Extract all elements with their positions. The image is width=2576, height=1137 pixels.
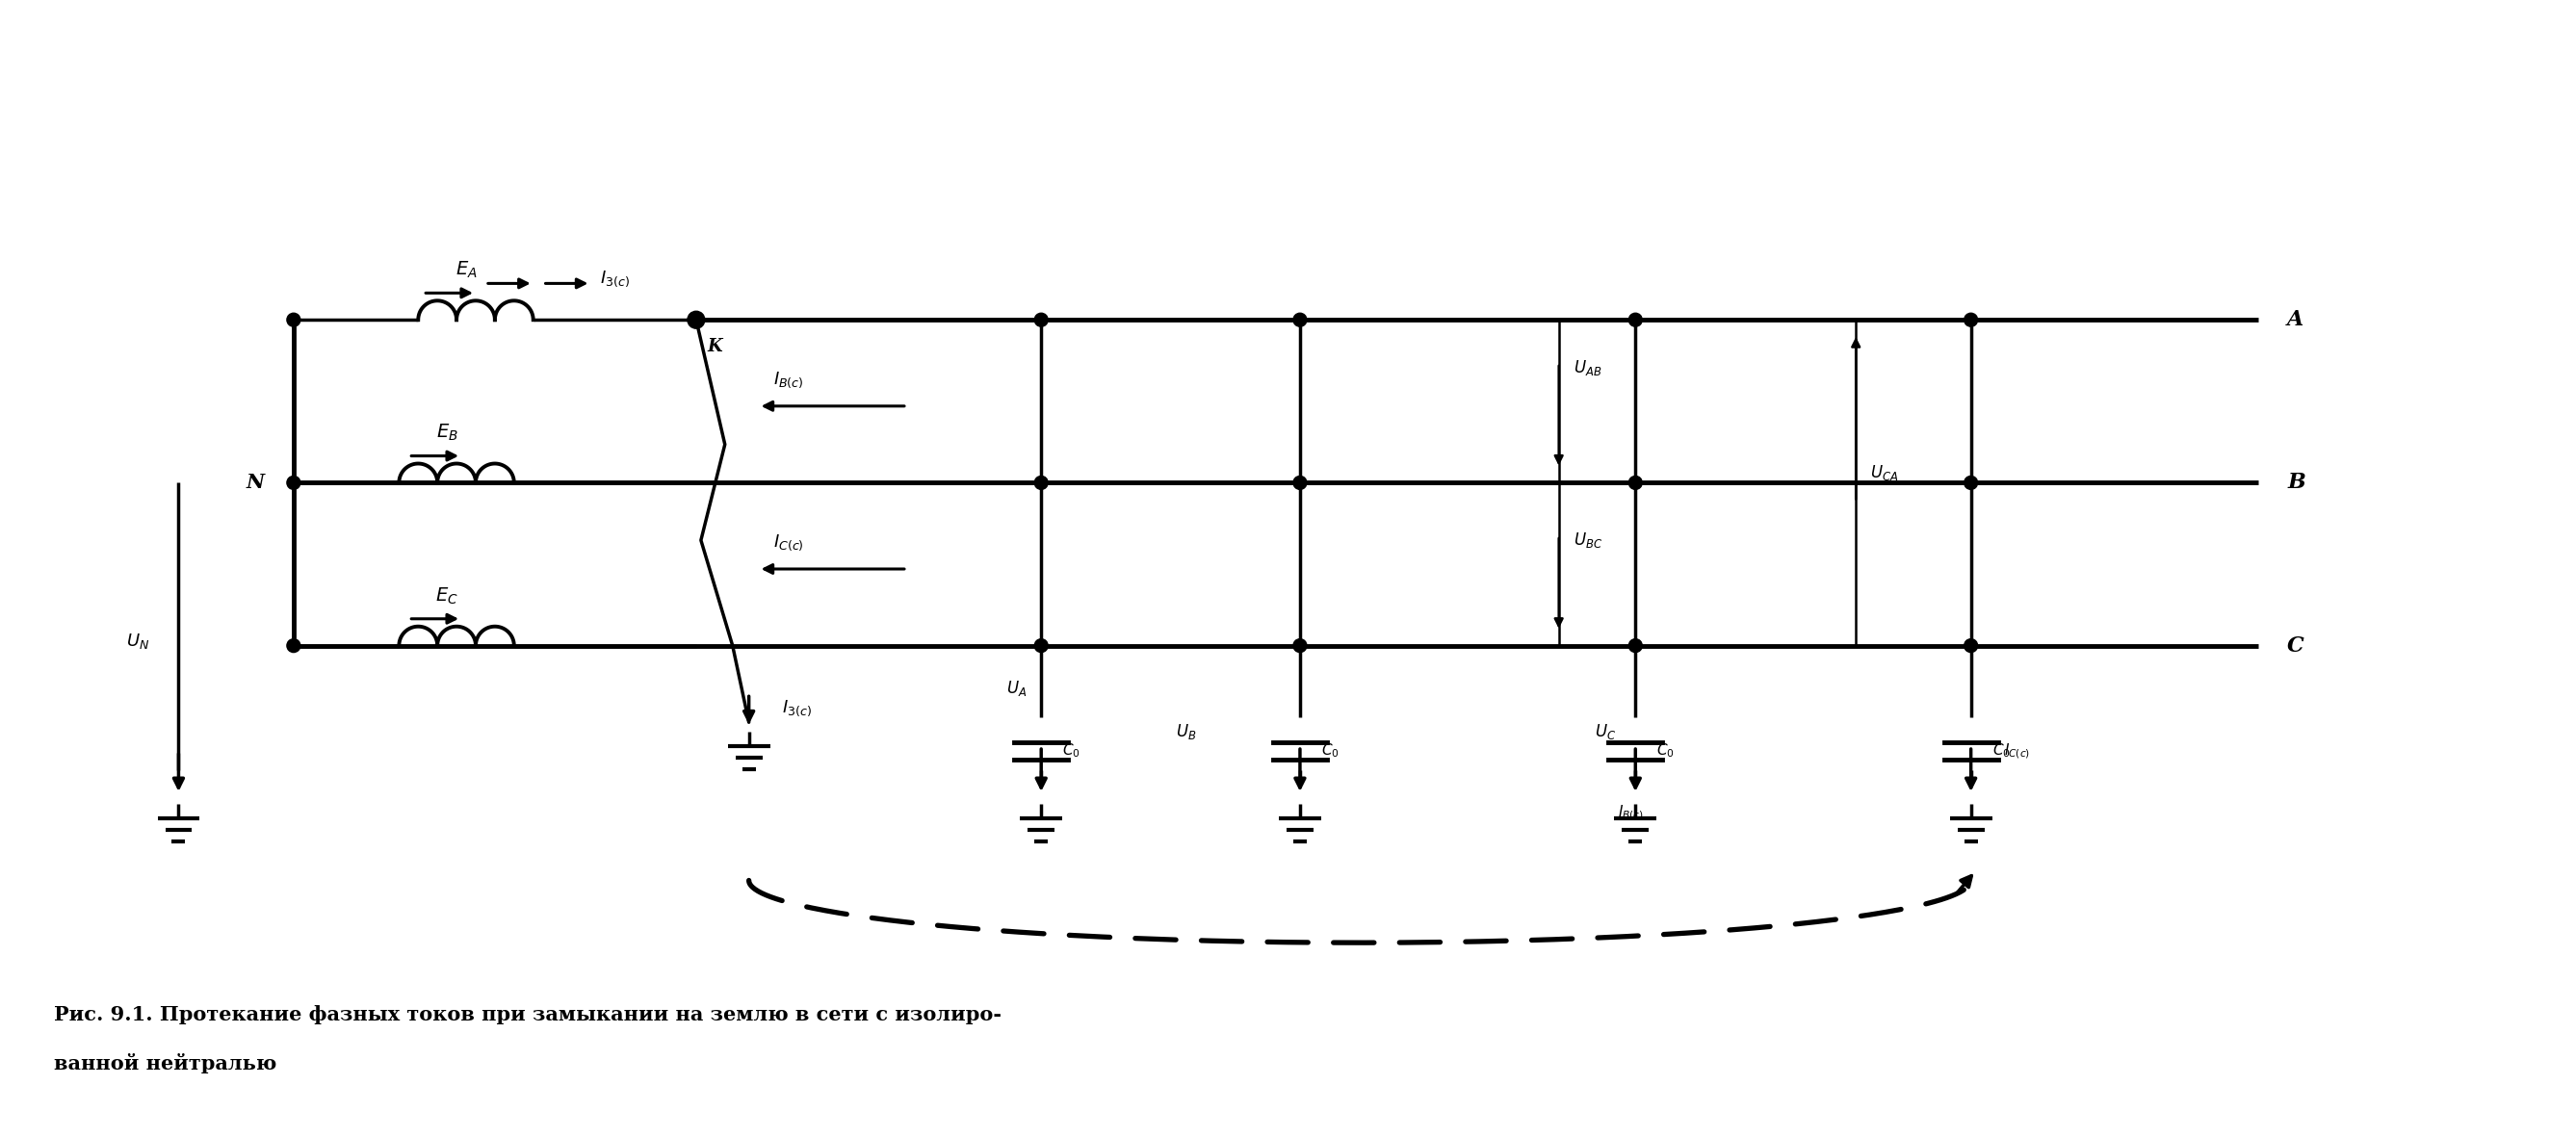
Circle shape	[1628, 476, 1641, 489]
Circle shape	[1036, 313, 1048, 326]
Circle shape	[1963, 313, 1978, 326]
Text: $U_A$: $U_A$	[1007, 679, 1028, 698]
Text: K: K	[708, 338, 724, 356]
Text: $E_B$: $E_B$	[435, 423, 459, 443]
Text: $C_0$: $C_0$	[1061, 742, 1079, 760]
Text: $U_B$: $U_B$	[1175, 722, 1195, 741]
Circle shape	[1293, 476, 1306, 489]
Text: C: C	[2287, 636, 2306, 656]
Text: $C_0$: $C_0$	[1991, 742, 2009, 760]
Circle shape	[1963, 476, 1978, 489]
Text: N: N	[247, 473, 265, 492]
Text: $E_A$: $E_A$	[456, 259, 477, 280]
Text: $I_{B(c)}$: $I_{B(c)}$	[773, 371, 804, 390]
Text: $U_C$: $U_C$	[1595, 722, 1615, 741]
Text: $I_{C(c)}$: $I_{C(c)}$	[773, 533, 804, 553]
Text: $I_{3(c)}$: $I_{3(c)}$	[783, 698, 811, 717]
Circle shape	[1036, 476, 1048, 489]
Text: $C_0$: $C_0$	[1656, 742, 1674, 760]
Circle shape	[1036, 639, 1048, 653]
Text: $E_C$: $E_C$	[435, 586, 459, 606]
Text: $U_{BC}$: $U_{BC}$	[1574, 531, 1602, 550]
Circle shape	[286, 313, 301, 326]
Text: $I_{B(c)}$: $I_{B(c)}$	[1618, 804, 1643, 822]
Circle shape	[286, 476, 301, 489]
Text: $U_N$: $U_N$	[126, 631, 149, 650]
Text: $U_{CA}$: $U_{CA}$	[1870, 464, 1899, 483]
Circle shape	[1293, 639, 1306, 653]
Text: $C_0$: $C_0$	[1321, 742, 1340, 760]
Circle shape	[688, 312, 706, 329]
Circle shape	[286, 639, 301, 653]
Text: $U_{AB}$: $U_{AB}$	[1574, 358, 1602, 377]
Text: $I_{3(c)}$: $I_{3(c)}$	[600, 268, 631, 289]
Circle shape	[1628, 313, 1641, 326]
Circle shape	[1628, 639, 1641, 653]
Circle shape	[1963, 639, 1978, 653]
Circle shape	[1293, 313, 1306, 326]
Text: Рис. 9.1. Протекание фазных токов при замыкании на землю в сети с изолиро-: Рис. 9.1. Протекание фазных токов при за…	[54, 1005, 1002, 1024]
Text: B: B	[2287, 472, 2306, 493]
Text: $I_{C(c)}$: $I_{C(c)}$	[2004, 741, 2030, 761]
Text: ванной нейтралью: ванной нейтралью	[54, 1053, 276, 1073]
Text: A: A	[2287, 309, 2303, 331]
